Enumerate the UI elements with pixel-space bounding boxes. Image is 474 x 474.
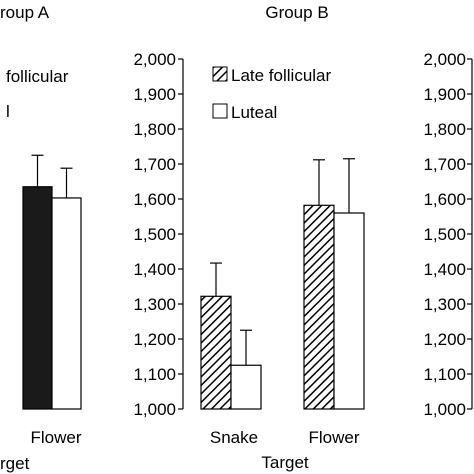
panel-b-y-tick-label: 2,000 [133, 50, 176, 69]
panel-b-bar-1-1 [333, 212, 365, 410]
panel-a-x-axis-title: rget [0, 454, 30, 473]
panel-b-legend-swatch-late-follicular [212, 66, 228, 82]
panel-c-y-tick-label: 1,800 [423, 120, 466, 139]
panel-b-y-tick-label: 1,500 [133, 225, 176, 244]
panel-b-y-tick-label: 1,400 [133, 260, 176, 279]
panel-c-y-tick-label: 1,100 [423, 365, 466, 384]
panel-b-y-tick-label: 1,700 [133, 155, 176, 174]
panel-c-y-tick-label: 1,600 [423, 190, 466, 209]
panel-c-y-tick-label: 1,300 [423, 295, 466, 314]
panel-a-category-label-flower: Flower [30, 428, 81, 447]
panel-b-legend-label-luteal: Luteal [231, 103, 277, 122]
panel-b-y-tick-label: 1,000 [133, 400, 176, 419]
panel-a-legend-label-2: l [6, 102, 10, 121]
panel-a-legend-label-1: follicular [6, 67, 69, 86]
panel-b-category-label-snake: Snake [210, 428, 258, 447]
panel-b-legend-label-late-follicular: Late follicular [231, 66, 332, 85]
panel-group-a: roup A follicular l Flower rget [0, 3, 82, 473]
panel-a-bar-0-0 [22, 186, 53, 410]
panel-a-bar-1-0 [51, 197, 82, 410]
panel-group-b: Group B Late follicular Luteal Snake Flo… [210, 3, 360, 472]
panel-b-y-tick-label: 1,800 [133, 120, 176, 139]
panel-b-y-tick-label: 1,900 [133, 85, 176, 104]
panel-c-y-tick-label: 1,000 [423, 400, 466, 419]
panel-b-y-tick-label: 1,100 [133, 365, 176, 384]
panel-b-bar-1-0 [230, 364, 262, 410]
panel-b-x-axis-title: Target [261, 453, 309, 472]
panel-b-title: Group B [265, 3, 328, 22]
panel-c-y-tick-label: 1,400 [423, 260, 466, 279]
panel-b-bar-0-1 [303, 204, 335, 410]
panel-b-category-label-flower: Flower [308, 428, 359, 447]
panel-a-title: roup A [0, 3, 50, 22]
panel-c-y-tick-label: 2,000 [423, 50, 466, 69]
panel-c-y-tick-label: 1,200 [423, 330, 466, 349]
panel-c-y-tick-label: 1,900 [423, 85, 466, 104]
panel-c-y-tick-label: 1,700 [423, 155, 466, 174]
panel-b-bar-0-0 [200, 295, 232, 410]
panel-b-y-tick-label: 1,200 [133, 330, 176, 349]
panel-b-y-tick-label: 1,600 [133, 190, 176, 209]
panel-b-y-tick-label: 1,300 [133, 295, 176, 314]
panel-c-y-tick-label: 1,500 [423, 225, 466, 244]
panel-b-legend-swatch-luteal [212, 103, 228, 119]
